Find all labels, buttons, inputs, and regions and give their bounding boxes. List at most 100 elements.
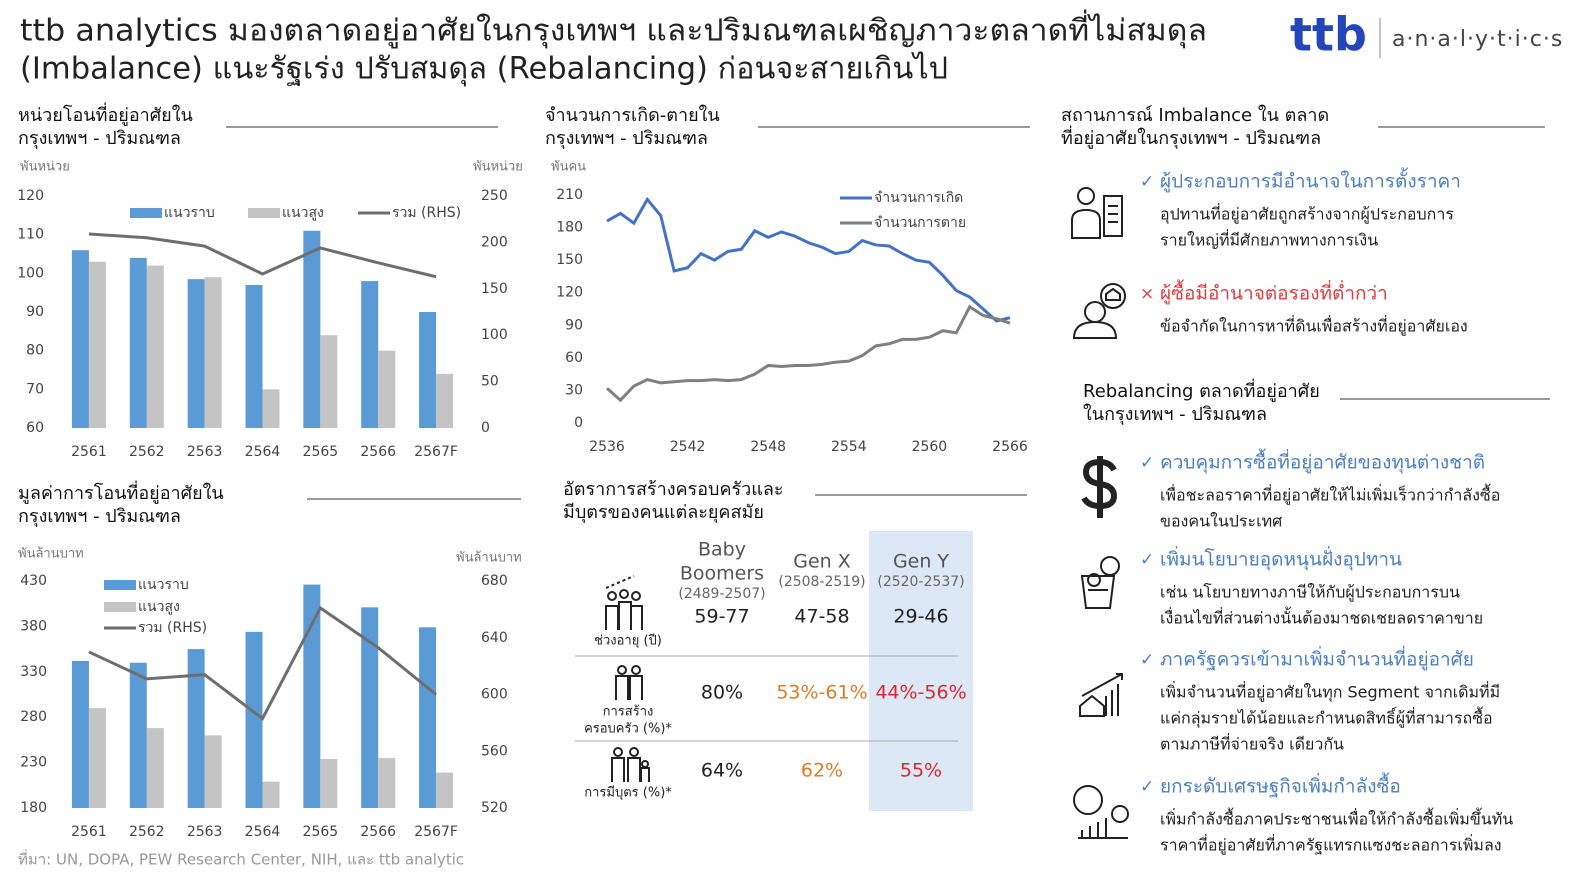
item-text: รายใหญ่ที่มีศักยภาพทางการเงิน: [1160, 229, 1378, 250]
y-tick-label: 120: [17, 188, 44, 204]
bar: [146, 728, 164, 808]
item-text: เงื่อนไขที่ส่วนต่างนั้นต้องมาชดเชยลดราคา…: [1160, 607, 1483, 628]
legend-label: รวม (RHS): [392, 205, 461, 221]
chart-title: กรุงเทพฯ - ปริมณฑล: [18, 128, 181, 149]
item-heading: ภาครัฐควรเข้ามาเพิ่มจำนวนที่อยู่อาศัย: [1160, 646, 1474, 671]
y-tick-label: 90: [565, 317, 583, 333]
x-tick-label: 2565: [303, 824, 339, 840]
bar: [436, 373, 454, 428]
table-title: อัตราการสร้างครอบครัวและ: [563, 479, 784, 500]
y-tick-label: 60: [565, 350, 583, 366]
x-tick-label: 2562: [129, 444, 165, 460]
y-tick-label: 80: [26, 343, 44, 359]
economy-icon: [1073, 785, 1129, 839]
people-icon: [605, 575, 650, 782]
legend-label: แนวสูง: [138, 599, 180, 615]
chart-title: จำนวนการเกิด-ตายใน: [545, 104, 720, 126]
item-text: ตามภาษีที่จ่ายจริง เดียวกัน: [1160, 733, 1344, 754]
bar: [88, 261, 106, 428]
x-tick-label: 2564: [245, 444, 281, 460]
legend-label: แนวราบ: [164, 205, 215, 221]
data-line: [606, 304, 1011, 403]
item-text: เช่น นโยบายทางภาษีให้กับผู้ประกอบการบน: [1160, 583, 1460, 603]
x-tick-label: 2561: [71, 444, 107, 460]
y-tick-label: 380: [20, 618, 47, 634]
x-tick-label: 2563: [187, 444, 223, 460]
chart-title: หน่วยโอนที่อยู่อาศัยใน: [18, 102, 193, 126]
bar: [378, 758, 396, 808]
legend-label: จำนวนการตาย: [874, 215, 966, 231]
highlight-column: [869, 531, 973, 811]
business-icon: [1071, 187, 1123, 239]
y2-tick-label: 560: [481, 743, 508, 759]
bar: [71, 250, 89, 428]
x-tick-label: 2566: [992, 439, 1028, 455]
item-text: เพิ่มกำลังซื้อภาคประชาชนเพื่อให้กำลังซื้…: [1160, 808, 1513, 829]
x-tick-label: 2542: [670, 439, 706, 455]
bar: [320, 335, 338, 428]
section-title: สถานการณ์ Imbalance ใน ตลาด: [1061, 104, 1329, 126]
bar: [262, 389, 280, 428]
item-marker: ✓: [1140, 453, 1154, 473]
row-label: ครอบครัว (%)*: [584, 722, 672, 737]
item-text: ข้อจำกัดในการหาที่ดินเพื่อสร้างที่อยู่อา…: [1160, 315, 1468, 337]
y2-tick-label: 0: [481, 420, 490, 436]
item-text: แค่กลุ่มรายได้น้อยและกำหนดสิทธิ์ผู้ที่สา…: [1160, 707, 1493, 729]
bar: [262, 781, 280, 808]
item-marker: ✓: [1140, 777, 1154, 797]
bar: [378, 350, 396, 428]
x-tick-label: 2567F: [414, 824, 458, 840]
column-years: (2520-2537): [877, 574, 964, 590]
row-label: ช่วงอายุ (ปี): [594, 633, 662, 649]
bar: [303, 230, 321, 428]
y-tick-label: 120: [556, 285, 583, 301]
legend-swatch: [248, 208, 280, 218]
table-title: มีบุตรของคนแต่ละยุคสมัย: [563, 502, 764, 523]
y2-tick-label: 680: [481, 573, 508, 589]
item-heading: ยกระดับเศรษฐกิจเพิ่มกำลังซื้อ: [1160, 773, 1401, 798]
bar: [187, 649, 205, 808]
bar: [204, 735, 222, 808]
y-tick-label: 60: [26, 420, 44, 436]
data-line: [606, 196, 1011, 323]
bar: [361, 281, 379, 428]
y2-tick-label: 150: [481, 281, 508, 297]
cell-value: 29-46: [893, 606, 948, 628]
cell-value: 59-77: [694, 606, 749, 628]
legend-label: แนวสูง: [282, 205, 324, 221]
x-tick-label: 2564: [245, 824, 281, 840]
bar: [245, 284, 263, 428]
x-tick-label: 2554: [831, 439, 867, 455]
y2-tick-label: 50: [481, 374, 499, 390]
y-tick-label: 30: [565, 382, 583, 398]
section-title: Rebalancing ตลาดที่อยู่อาศัย: [1083, 378, 1320, 402]
y-tick-label: 280: [20, 709, 47, 725]
bar: [187, 279, 205, 428]
x-tick-label: 2561: [71, 824, 107, 840]
y-tick-label: 70: [26, 381, 44, 397]
cell-value: 80%: [701, 682, 743, 704]
y2-tick-label: 100: [481, 327, 508, 343]
y2-tick-label: 200: [481, 234, 508, 250]
cell-value: 64%: [701, 760, 743, 782]
cell-value: 55%: [900, 760, 942, 782]
y-tick-label: 180: [20, 800, 47, 816]
legend-swatch: [104, 602, 136, 612]
bar: [88, 708, 106, 808]
total-line: [88, 232, 437, 279]
legend-swatch: [104, 580, 136, 590]
bar: [419, 627, 437, 808]
legend-swatch: [130, 208, 162, 218]
dollar-icon: [1081, 456, 1118, 518]
y-tick-label: 230: [20, 755, 47, 771]
column-header: Baby: [698, 539, 746, 561]
column-header: Boomers: [680, 563, 764, 585]
legend-label: รวม (RHS): [138, 620, 207, 636]
x-tick-label: 2536: [589, 439, 625, 455]
y-tick-label: 90: [26, 304, 44, 320]
bar: [245, 631, 263, 808]
bar: [129, 662, 147, 808]
bar: [146, 265, 164, 428]
y-tick-label: 150: [556, 252, 583, 268]
